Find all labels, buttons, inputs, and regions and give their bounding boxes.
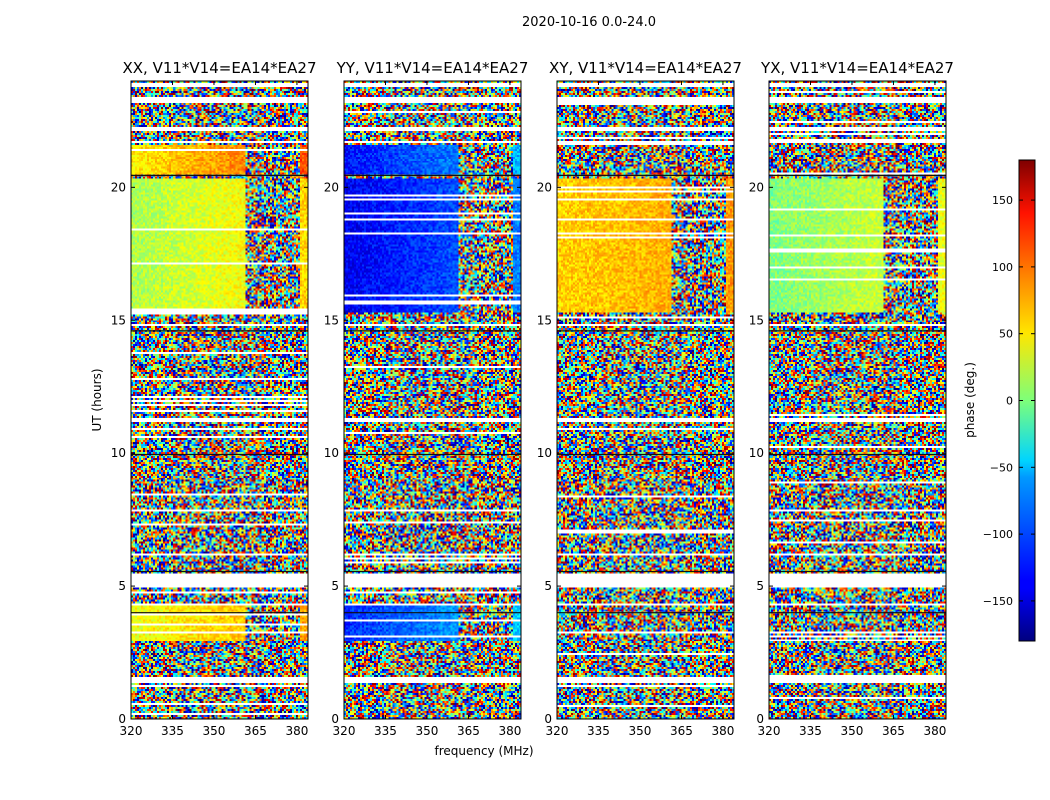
phase-heatmap — [344, 81, 521, 719]
y-tick-label: 5 — [331, 579, 339, 593]
y-tick-label: 5 — [544, 579, 552, 593]
y-tick-label: 10 — [749, 446, 764, 460]
y-tick-label: 20 — [749, 180, 764, 194]
y-tick-label: 20 — [111, 180, 126, 194]
panel-frame — [343, 80, 522, 720]
panel-title: XX, V11*V14=EA14*EA27 — [122, 59, 316, 77]
x-tick-label: 365 — [670, 724, 693, 738]
x-axis-label: frequency (MHz) — [434, 744, 533, 758]
colorbar-ticks: −150 −100 −50 0 50 100 150 — [983, 194, 1035, 608]
panel-title: YY, V11*V14=EA14*EA27 — [336, 59, 529, 77]
y-tick-label: 10 — [111, 446, 126, 460]
x-tick-label: 380 — [711, 724, 734, 738]
y-tick-label: 20 — [537, 180, 552, 194]
panel-frame — [556, 80, 735, 720]
x-tick-label: 365 — [882, 724, 905, 738]
y-tick-label: 15 — [749, 313, 764, 327]
y-tick-label: 15 — [537, 313, 552, 327]
y-axis-label: UT (hours) — [90, 368, 104, 431]
x-tick-label: 350 — [203, 724, 226, 738]
x-tick-label: 350 — [841, 724, 864, 738]
panel-2: YY, V11*V14=EA14*EA27 320 335 350 365 380 0 5 10… — [324, 59, 529, 738]
y-tick-label: 15 — [324, 313, 339, 327]
x-tick-label: 350 — [629, 724, 652, 738]
panel-3: XY, V11*V14=EA14*EA27 320 335 350 365 380 0 5 10… — [537, 59, 742, 738]
x-tick-label: 380 — [498, 724, 521, 738]
colorbar: −150 −100 −50 0 50 100 150 phase (deg.) — [963, 159, 1036, 642]
phase-heatmap — [557, 81, 734, 719]
colorbar-tick-label: 50 — [999, 328, 1013, 341]
x-tick-label: 380 — [285, 724, 308, 738]
x-tick-label: 320 — [758, 724, 781, 738]
y-tick-label: 10 — [537, 446, 552, 460]
phase-heatmap — [131, 81, 308, 719]
figure-title: 2020-10-16 0.0-24.0 — [522, 15, 656, 30]
panel-title: YX, V11*V14=EA14*EA27 — [760, 59, 954, 77]
colorbar-tick-label: −150 — [983, 595, 1013, 608]
colorbar-label: phase (deg.) — [963, 362, 977, 438]
x-tick-label: 350 — [416, 724, 439, 738]
colorbar-tick-label: −100 — [983, 528, 1013, 541]
x-tick-label: 335 — [161, 724, 184, 738]
x-tick-label: 365 — [457, 724, 480, 738]
panel-title: XY, V11*V14=EA14*EA27 — [549, 59, 742, 77]
panels-group: XX, V11*V14=EA14*EA27 320 335 350 365 380 0 5 10… — [111, 59, 954, 738]
colorbar-tick-label: −50 — [990, 461, 1013, 474]
x-tick-label: 335 — [374, 724, 397, 738]
x-tick-label: 335 — [587, 724, 610, 738]
colorbar-tick-label: 0 — [1006, 395, 1013, 408]
colorbar-tick-label: 100 — [992, 261, 1013, 274]
y-tick-label: 5 — [756, 579, 764, 593]
panel-frame — [130, 80, 309, 720]
x-tick-label: 320 — [546, 724, 569, 738]
x-tick-label: 380 — [923, 724, 946, 738]
x-tick-label: 365 — [244, 724, 267, 738]
panel-4: YX, V11*V14=EA14*EA27 320 335 350 365 380 0 5 10… — [749, 59, 954, 738]
panel-frame — [768, 80, 947, 720]
y-tick-label: 10 — [324, 446, 339, 460]
y-tick-label: 5 — [118, 579, 126, 593]
y-tick-label: 0 — [544, 712, 552, 726]
colorbar-tick-label: 150 — [992, 194, 1013, 207]
y-tick-label: 0 — [331, 712, 339, 726]
x-tick-label: 335 — [799, 724, 822, 738]
y-tick-label: 15 — [111, 313, 126, 327]
y-tick-label: 0 — [118, 712, 126, 726]
phase-heatmap — [769, 81, 946, 719]
x-tick-label: 320 — [333, 724, 356, 738]
y-tick-label: 20 — [324, 180, 339, 194]
panel-1: XX, V11*V14=EA14*EA27 320 335 350 365 380 0 5 10… — [111, 59, 317, 738]
y-tick-label: 0 — [756, 712, 764, 726]
x-tick-label: 320 — [120, 724, 143, 738]
